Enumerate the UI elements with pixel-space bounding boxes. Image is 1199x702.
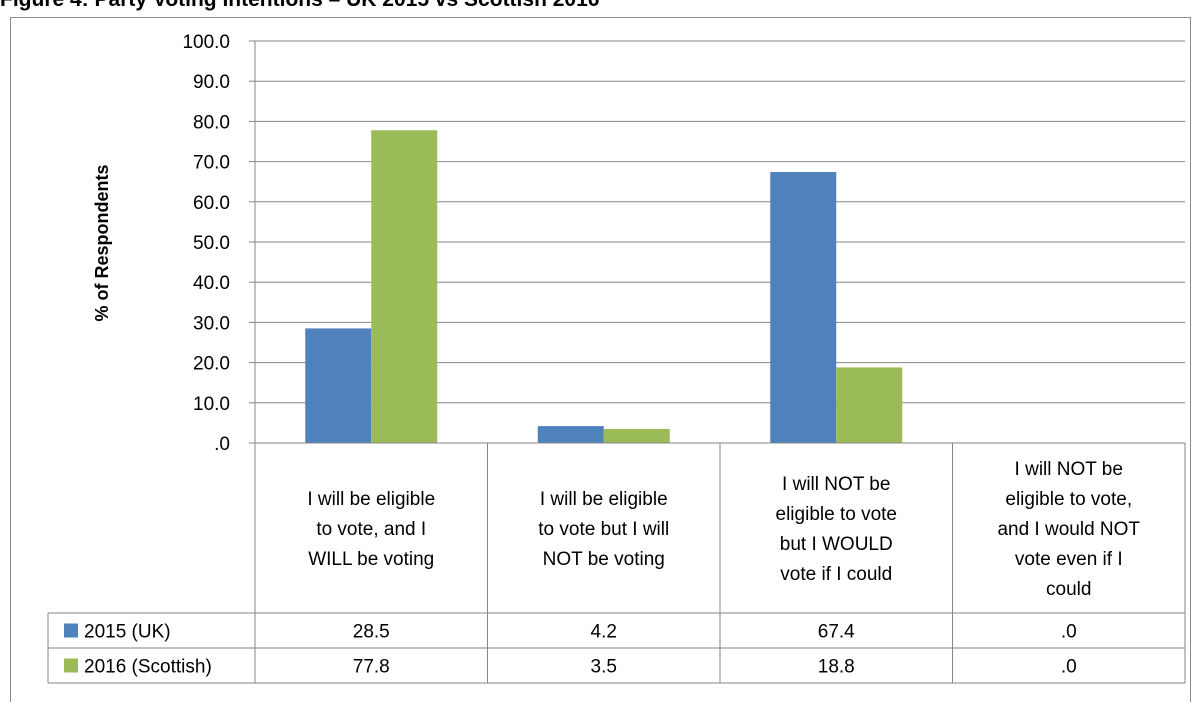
bar <box>603 428 670 443</box>
bars <box>305 130 903 443</box>
y-tick-label: 70.0 <box>193 153 230 174</box>
legend-label: 2016 (Scottish) <box>84 657 212 678</box>
y-tick-label: 50.0 <box>193 233 230 254</box>
category-label-line: could <box>1046 579 1091 600</box>
data-label: 4.2 <box>591 622 617 643</box>
category-label-line: I will NOT be <box>782 474 890 495</box>
category-label-line: to vote but I will <box>538 519 669 540</box>
category-label-line: I will NOT be <box>1015 459 1123 480</box>
category-label-line: to vote, and I <box>316 519 426 540</box>
figure-caption: Figure 4: Party Voting Intentions – UK 2… <box>0 0 599 12</box>
y-tick-label: 80.0 <box>193 112 230 133</box>
category-label-line: vote even if I <box>1015 549 1123 570</box>
bar <box>770 172 837 443</box>
data-label: 28.5 <box>353 622 390 643</box>
bar <box>371 130 438 443</box>
y-tick-label: 90.0 <box>193 72 230 93</box>
data-label: 18.8 <box>818 657 855 678</box>
y-tick-label: 30.0 <box>193 313 230 334</box>
data-label: 3.5 <box>591 657 617 678</box>
legend-swatch <box>64 658 78 673</box>
data-label: 67.4 <box>818 622 855 643</box>
y-tick-label: 40.0 <box>193 273 230 294</box>
y-axis-ticks: .0 10.0 20.0 30.0 40.0 50.0 60.0 70.0 80.0 90.0 10… <box>182 32 230 455</box>
category-label-line: eligible to vote <box>776 504 897 525</box>
category-label-line: eligible to vote, <box>1005 489 1132 510</box>
data-table: I will be eligible to vote, and I WILL be … <box>47 442 1186 684</box>
y-tick-label: 100.0 <box>182 32 230 53</box>
y-tick-label: .0 <box>214 434 230 455</box>
category-label-line: and I would NOT <box>997 519 1140 540</box>
category-label-line: I will be eligible <box>540 489 668 510</box>
legend-swatch <box>64 623 78 638</box>
category-label-line: WILL be voting <box>308 549 434 570</box>
data-label: 77.8 <box>353 657 390 678</box>
y-tick-label: 20.0 <box>193 354 230 375</box>
bar <box>836 367 903 443</box>
y-axis-title: % of Respondents <box>92 164 112 321</box>
category-label: I will be eligible to vote, and I WILL be … <box>307 489 435 570</box>
category-label: I will NOT be eligible to vote, and I woul… <box>997 459 1140 600</box>
category-label-line: NOT be voting <box>543 549 665 570</box>
legend-label: 2015 (UK) <box>84 622 171 643</box>
data-label: .0 <box>1061 622 1077 643</box>
category-label: I will NOT be eligible to vote but I WOULD… <box>776 474 897 585</box>
category-label-line: vote if I could <box>780 564 892 585</box>
category-label-line: but I WOULD <box>780 534 893 555</box>
category-label-line: I will be eligible <box>307 489 435 510</box>
bar <box>305 328 372 443</box>
data-label: .0 <box>1061 657 1077 678</box>
y-tick-label: 10.0 <box>193 394 230 415</box>
category-label: I will be eligible to vote but I will NOT … <box>538 489 669 570</box>
chart-frame <box>10 17 1191 702</box>
bar <box>537 426 604 443</box>
y-tick-label: 60.0 <box>193 193 230 214</box>
